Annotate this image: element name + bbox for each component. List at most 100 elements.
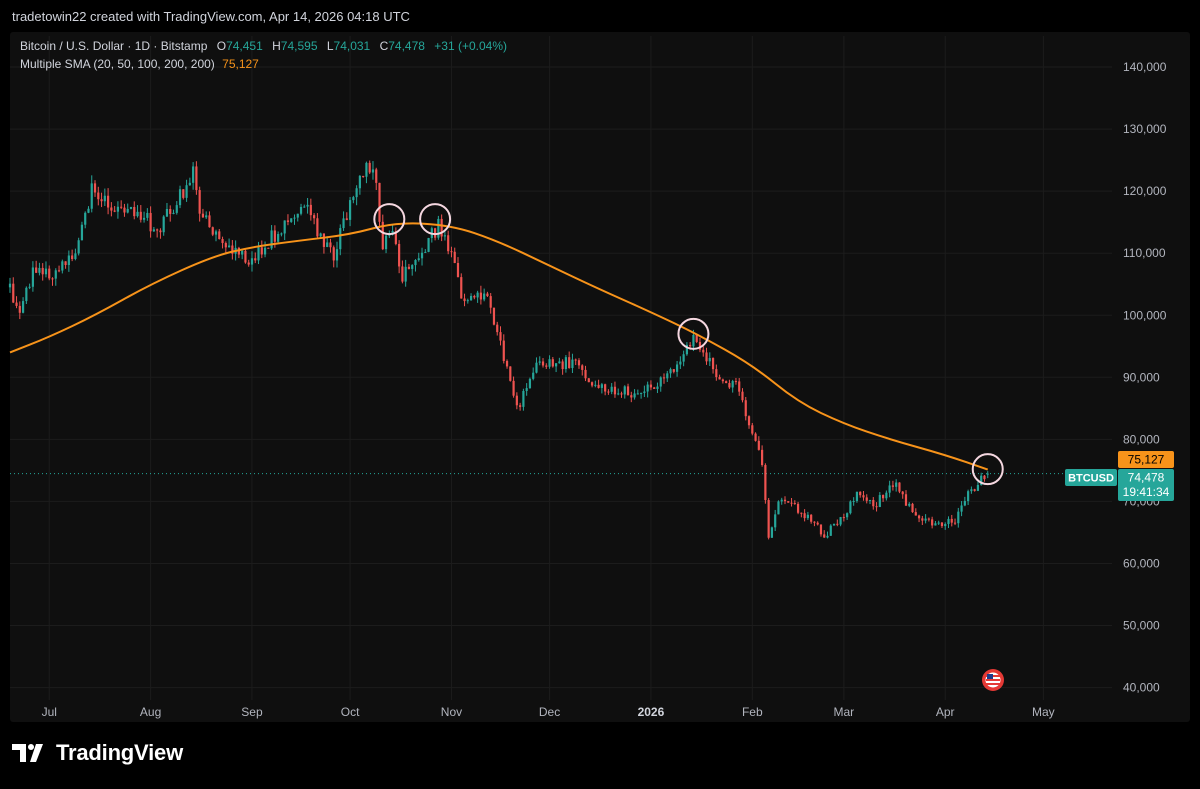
- candle-body: [950, 518, 953, 523]
- candle-body: [299, 206, 303, 214]
- candle-body: [335, 249, 339, 261]
- candle-body: [185, 185, 188, 198]
- candle-body: [970, 489, 973, 492]
- candle-body: [126, 208, 129, 213]
- candle-body: [398, 243, 401, 267]
- candle-body: [74, 253, 77, 260]
- candle-body: [77, 240, 80, 254]
- x-tick-label: Oct: [341, 705, 360, 719]
- candle-body: [855, 491, 859, 502]
- candle-body: [695, 334, 698, 342]
- candle-body: [57, 270, 61, 272]
- touch-marker: [419, 203, 452, 236]
- x-tick-label: 2026: [638, 705, 665, 719]
- candle-body: [31, 267, 34, 287]
- candle-body: [120, 206, 123, 208]
- candle-body: [685, 344, 688, 355]
- candle-body: [741, 391, 744, 401]
- last-price-tag: [1118, 469, 1174, 501]
- candle-body: [849, 501, 852, 514]
- candle-body: [152, 229, 155, 232]
- candle-body: [787, 501, 790, 503]
- candle-body: [839, 517, 842, 525]
- candle-body: [218, 231, 221, 240]
- candle-body: [908, 503, 911, 506]
- candle-body: [227, 245, 231, 248]
- brand-name: TradingView: [56, 740, 183, 765]
- candle-body: [548, 359, 551, 367]
- candle-body: [116, 206, 120, 212]
- candle-body: [254, 258, 257, 261]
- last-price-tag-label: 74,478: [1128, 471, 1165, 485]
- candle-body: [371, 169, 375, 173]
- candle-body: [466, 300, 469, 302]
- candle-body: [129, 207, 133, 209]
- candle-body: [744, 400, 747, 417]
- candle-body: [751, 425, 754, 434]
- candle-body: [90, 183, 93, 209]
- candle-body: [904, 494, 908, 506]
- x-tick-label: Sep: [241, 705, 263, 719]
- y-tick-label: 100,000: [1123, 308, 1167, 322]
- candle-body: [172, 212, 175, 214]
- indicator-value: 75,127: [222, 57, 259, 71]
- candle-body: [492, 307, 496, 325]
- candle-body: [617, 393, 620, 395]
- candle-body: [721, 379, 724, 382]
- candle-body: [303, 206, 306, 208]
- candle-body: [911, 503, 914, 513]
- candle-body: [581, 365, 584, 370]
- candle-body: [669, 369, 672, 374]
- candle-body: [535, 362, 538, 373]
- candle-body: [780, 499, 783, 502]
- candle-body: [519, 405, 522, 407]
- candle-body: [551, 359, 554, 367]
- candle-body: [960, 505, 963, 512]
- candle-body: [156, 229, 159, 231]
- candle-body: [18, 305, 21, 313]
- legend-open-value: 74,451: [226, 39, 263, 53]
- candle-body: [934, 523, 937, 526]
- candle-body: [813, 521, 816, 523]
- x-tick-label: May: [1032, 705, 1055, 719]
- tradingview-brand[interactable]: TradingView: [12, 740, 183, 766]
- candle-body: [728, 383, 731, 388]
- x-tick-label: Jul: [42, 705, 57, 719]
- legend-row-2[interactable]: Multiple SMA (20, 50, 100, 200, 200) 75,…: [20, 57, 259, 71]
- candle-body: [561, 361, 564, 370]
- candle-body: [810, 514, 813, 522]
- candle-body: [195, 166, 198, 191]
- candle-body: [525, 388, 528, 391]
- candle-body: [123, 207, 126, 213]
- candle-body: [558, 361, 561, 364]
- candle-body: [469, 295, 473, 301]
- us-flag-icon[interactable]: [982, 669, 1004, 691]
- countdown-label: 19:41:34: [1123, 485, 1170, 499]
- candle-body: [231, 245, 234, 254]
- candle-body: [358, 175, 361, 189]
- candle-body: [568, 357, 571, 369]
- candle-body: [306, 204, 309, 207]
- y-tick-label: 140,000: [1123, 60, 1167, 74]
- candle-body: [309, 204, 312, 216]
- candle-body: [783, 499, 787, 502]
- candle-body: [646, 384, 649, 392]
- candle-body: [689, 344, 692, 347]
- legend-high-label: H: [272, 39, 281, 53]
- candle-body: [600, 384, 603, 388]
- candle-body: [649, 384, 653, 388]
- candle-body: [440, 218, 443, 237]
- candle-body: [878, 495, 881, 508]
- candle-body: [826, 535, 829, 538]
- candle-body: [326, 242, 329, 247]
- touch-marker: [373, 203, 406, 236]
- symbol-tag-label: BTCUSD: [1068, 473, 1114, 485]
- candle-body: [437, 218, 440, 238]
- candle-body: [757, 440, 760, 450]
- candle-body: [41, 267, 44, 275]
- candle-body: [67, 255, 70, 266]
- candle-body: [538, 361, 541, 363]
- candle-body: [175, 205, 178, 213]
- candle-body: [554, 363, 558, 367]
